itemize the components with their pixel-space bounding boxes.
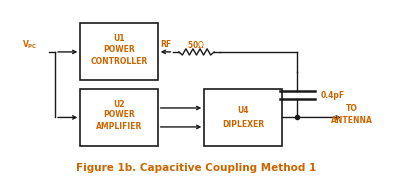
Text: Figure 1b. Capacitive Coupling Method 1: Figure 1b. Capacitive Coupling Method 1	[76, 163, 317, 173]
Text: U2: U2	[113, 100, 125, 109]
Bar	[80, 23, 158, 80]
Text: DIPLEXER: DIPLEXER	[222, 120, 264, 129]
Text: POWER: POWER	[103, 110, 135, 119]
Text: $\mathregular{V_{PC}}$: $\mathregular{V_{PC}}$	[22, 39, 38, 51]
Bar	[80, 89, 158, 146]
Text: U4: U4	[237, 106, 249, 115]
Text: CONTROLLER: CONTROLLER	[90, 57, 148, 66]
Text: U1: U1	[113, 35, 125, 43]
Text: 50$\Omega$: 50$\Omega$	[187, 39, 206, 50]
Text: RF: RF	[160, 40, 171, 49]
Bar	[204, 89, 282, 146]
Text: AMPLIFIER: AMPLIFIER	[96, 122, 142, 131]
Text: TO: TO	[345, 104, 357, 113]
Text: POWER: POWER	[103, 45, 135, 54]
Text: ANTENNA: ANTENNA	[331, 116, 373, 125]
Text: 0.4pF: 0.4pF	[320, 91, 345, 100]
